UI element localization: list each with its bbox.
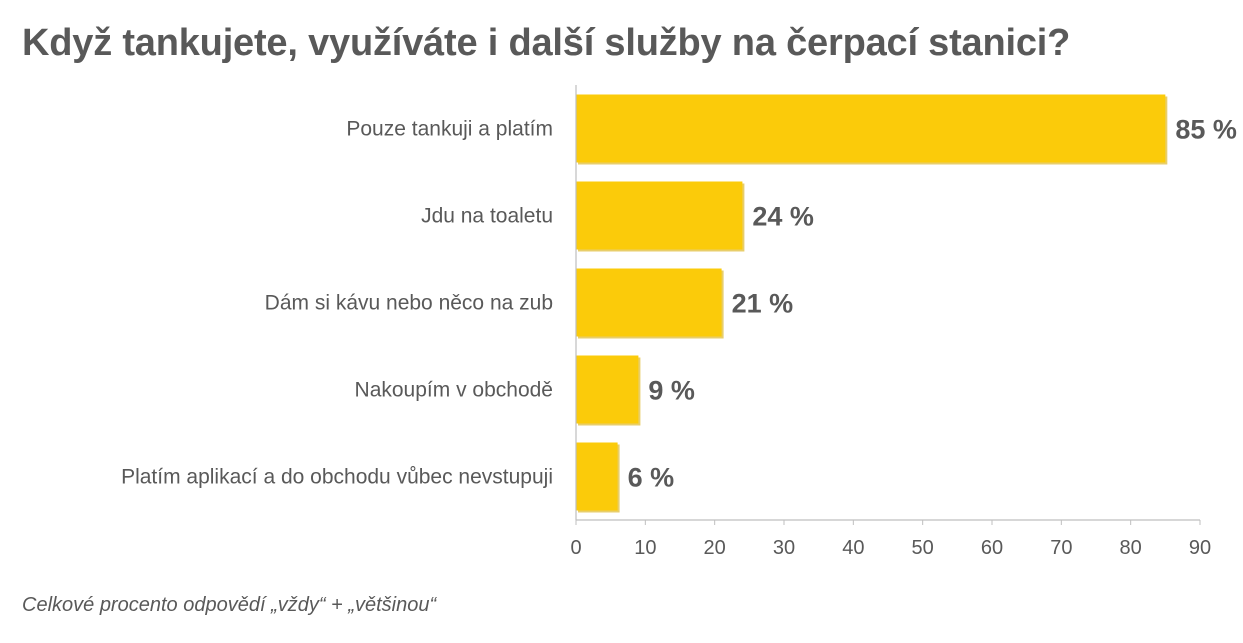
x-tick-label: 90 (1189, 537, 1211, 559)
x-tick-label: 30 (773, 537, 795, 559)
data-label: 6 % (628, 463, 675, 493)
x-tick-label: 20 (704, 537, 726, 559)
chart-title: Když tankujete, využíváte i další služby… (22, 22, 1071, 64)
x-tick-label: 40 (842, 537, 864, 559)
footnote: Celkové procento odpovědí „vždy“ + „větš… (22, 594, 437, 616)
x-tick-label: 0 (570, 537, 581, 559)
bar (576, 268, 722, 337)
bar (576, 442, 618, 511)
data-label: 21 % (732, 289, 794, 319)
bar (576, 355, 639, 424)
x-tick-label: 50 (912, 537, 934, 559)
category-label: Dám si kávu nebo něco na zub (265, 292, 553, 315)
data-label: 9 % (648, 376, 695, 406)
x-tick-label: 60 (981, 537, 1003, 559)
category-label: Pouze tankuji a platím (346, 118, 553, 141)
bar (576, 94, 1166, 163)
category-label: Nakoupím v obchodě (355, 379, 553, 402)
data-label: 85 % (1175, 115, 1237, 145)
category-label: Jdu na toaletu (421, 205, 553, 228)
x-tick-label: 10 (634, 537, 656, 559)
category-label: Platím aplikací a do obchodu vůbec nevst… (121, 466, 553, 489)
x-tick-label: 80 (1120, 537, 1142, 559)
data-label: 24 % (752, 202, 814, 232)
bar (576, 181, 743, 250)
x-tick-label: 70 (1050, 537, 1072, 559)
